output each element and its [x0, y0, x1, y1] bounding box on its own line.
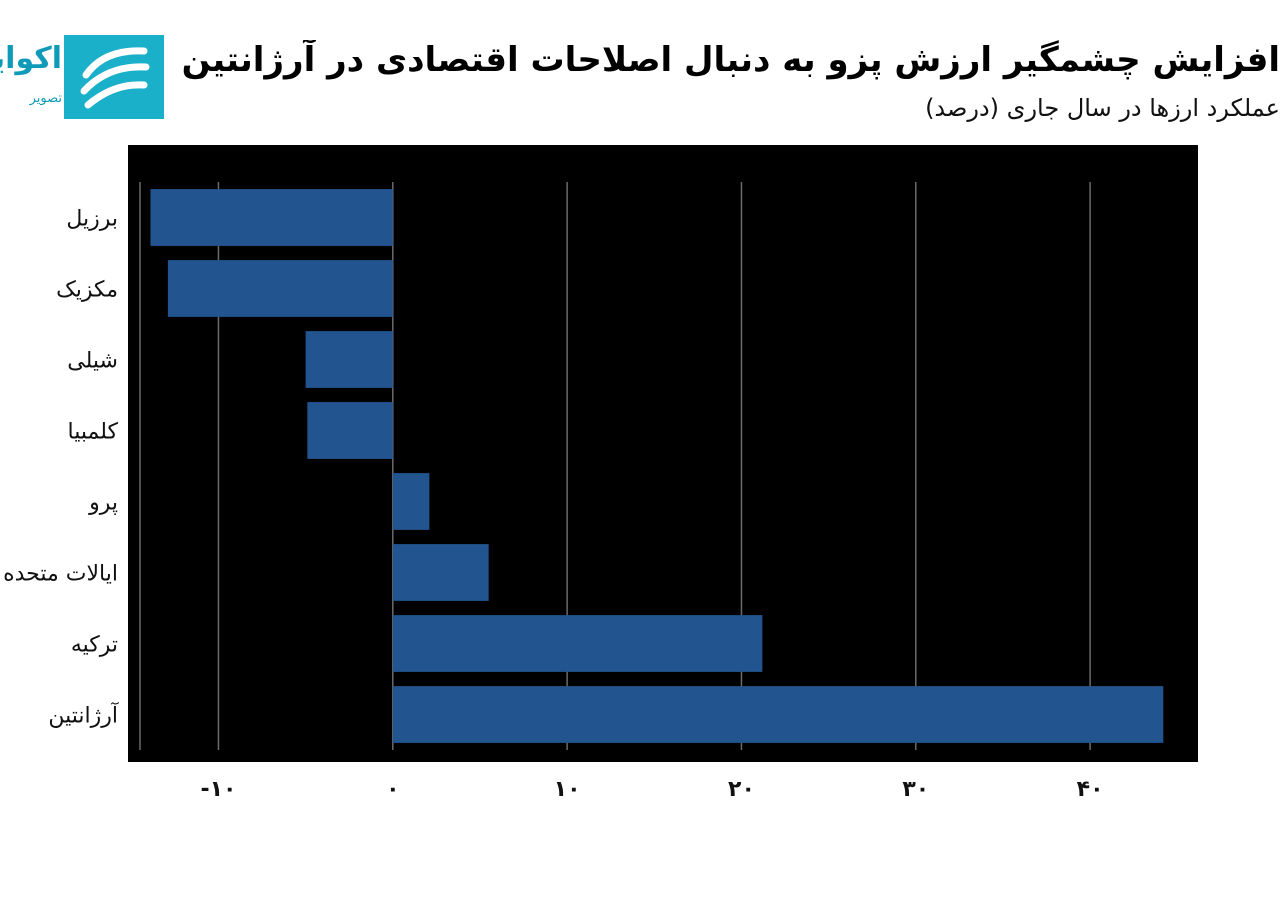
bar [392, 544, 489, 601]
x-axis-ticks: -۱۰ ۰ ۱۰ ۲۰ ۳۰ ۴۰ [200, 777, 1103, 802]
bar [392, 473, 430, 530]
logo-mark-icon [64, 35, 164, 119]
bar [307, 402, 393, 459]
bars [150, 189, 1164, 743]
category-label: ترکیه [71, 633, 118, 658]
x-tick-label: -۱۰ [200, 777, 236, 802]
x-tick-label: ۲۰ [728, 777, 755, 802]
bar [305, 331, 393, 388]
x-tick-label: ۱۰ [554, 777, 581, 802]
bar [150, 189, 393, 246]
logo: اکوایران تصویر [0, 35, 165, 119]
category-label: برزیل [66, 207, 118, 232]
logo-text: اکوایران تصویر [0, 35, 64, 119]
bar [392, 615, 763, 672]
category-label: شیلی [67, 349, 118, 374]
bar [392, 686, 1164, 743]
category-label: کلمبیا [68, 420, 119, 445]
x-tick-label: ۳۰ [902, 777, 929, 802]
category-label: پرو [88, 491, 118, 516]
category-label: آرژانتین [48, 702, 119, 729]
bar [167, 260, 393, 317]
category-label: ایالات متحده [3, 562, 118, 587]
logo-tagline: تصویر [29, 91, 62, 106]
chart-subtitle: عملکرد ارزها در سال جاری (درصد) [925, 94, 1280, 122]
x-tick-label: ۴۰ [1077, 777, 1104, 802]
logo-name: اکوایران [0, 41, 62, 76]
x-tick-label: ۰ [386, 777, 399, 802]
category-labels: برزیل مکزیک شیلی کلمبیا پرو ایالات متحده ترکیه… [3, 207, 119, 729]
category-label: مکزیک [56, 278, 118, 303]
chart-title: افزایش چشمگیر ارزش پزو به دنبال اصلاحات … [181, 40, 1280, 80]
